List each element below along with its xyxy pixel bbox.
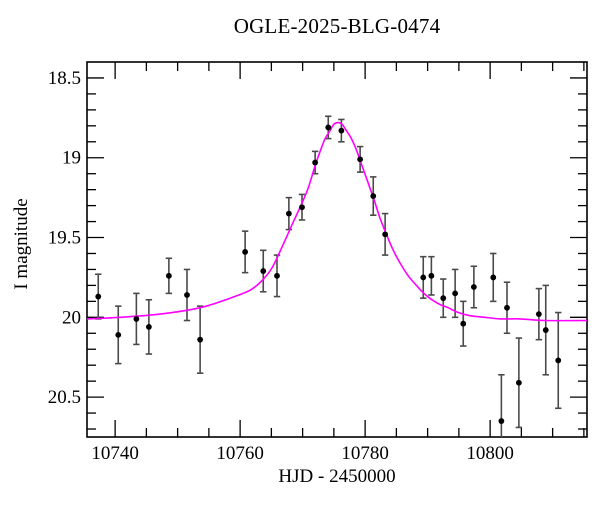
data-point: [260, 268, 267, 274]
data-point: [115, 331, 122, 338]
axis-ticks: [87, 62, 587, 437]
data-point: [504, 304, 510, 311]
x-tick-label: 10740: [91, 443, 139, 464]
data-point: [357, 156, 364, 163]
data-point: [428, 272, 435, 279]
data-points: [95, 124, 562, 424]
y-tick-labels: 18.5 19 19.5 20 20.5: [48, 68, 81, 408]
x-tick-label: 10780: [341, 443, 389, 464]
data-point: [197, 336, 204, 343]
model-curve: [86, 121, 588, 322]
data-point: [542, 327, 549, 333]
data-point: [274, 272, 280, 279]
data-point: [299, 204, 305, 211]
data-point: [285, 210, 292, 217]
data-point: [490, 274, 497, 281]
data-point: [133, 316, 140, 322]
data-point: [338, 127, 345, 134]
y-tick-label: 19: [62, 148, 81, 169]
data-point: [325, 124, 332, 131]
data-point: [460, 320, 467, 327]
y-tick-label: 20: [62, 307, 81, 328]
data-point: [242, 248, 249, 255]
data-point: [382, 231, 389, 238]
data-point: [420, 274, 427, 281]
data-point: [370, 193, 377, 199]
data-point: [312, 159, 319, 166]
x-tick-labels: 10740 10760 10780 10800: [91, 443, 514, 464]
data-point: [452, 290, 459, 297]
x-axis-label: HJD - 2450000: [278, 466, 396, 487]
data-point: [515, 379, 522, 386]
chart-title: OGLE-2025-BLG-0474: [233, 14, 441, 38]
plot-frame: [86, 61, 588, 438]
x-tick-label: 10800: [466, 443, 514, 464]
data-point: [535, 311, 542, 318]
data-point: [95, 293, 102, 300]
y-tick-label: 18.5: [48, 68, 81, 89]
data-point: [470, 284, 477, 290]
y-axis-label: I magnitude: [11, 198, 32, 290]
data-point: [440, 295, 447, 302]
data-point: [555, 357, 562, 364]
data-point: [184, 292, 190, 298]
data-point: [165, 272, 172, 279]
data-point: [145, 323, 152, 330]
x-tick-label: 10760: [216, 443, 264, 464]
y-tick-label: 19.5: [48, 228, 81, 249]
data-point: [498, 418, 505, 424]
y-tick-label: 20.5: [48, 387, 81, 408]
